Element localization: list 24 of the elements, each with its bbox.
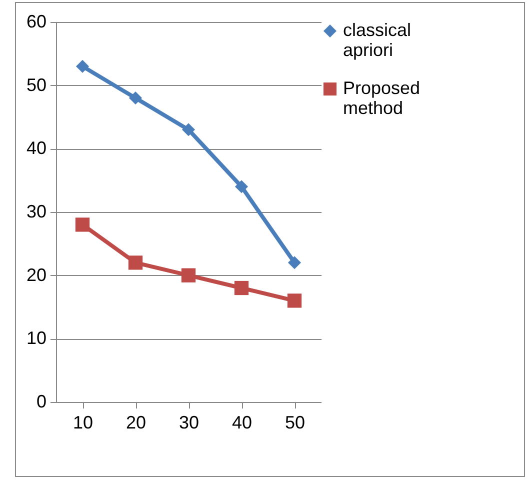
x-tick-label: 50 bbox=[284, 412, 306, 432]
y-tick-label: 0 bbox=[36, 392, 46, 412]
point bbox=[76, 60, 90, 73]
y-tick-label: 30 bbox=[26, 202, 46, 222]
point bbox=[234, 180, 248, 194]
y-tick-label: 10 bbox=[26, 328, 46, 348]
x-tick-label: 20 bbox=[126, 412, 146, 432]
point bbox=[182, 123, 196, 136]
x-tick-label: 10 bbox=[72, 412, 94, 432]
y-tick-label: 50 bbox=[26, 74, 46, 95]
x-tick-label: 30 bbox=[178, 412, 200, 432]
point bbox=[128, 256, 143, 270]
point bbox=[288, 256, 302, 270]
point bbox=[287, 294, 302, 308]
point bbox=[75, 218, 90, 232]
x-tick-label: 40 bbox=[232, 412, 252, 432]
point bbox=[181, 268, 196, 282]
y-tick-label: 40 bbox=[26, 138, 46, 158]
legend-label: Proposed method bbox=[343, 78, 420, 118]
point bbox=[128, 91, 142, 105]
y-tick-label: 60 bbox=[26, 12, 46, 32]
y-tick-label: 20 bbox=[26, 264, 46, 285]
point bbox=[234, 280, 249, 296]
legend-label: classical apriori bbox=[343, 20, 412, 60]
